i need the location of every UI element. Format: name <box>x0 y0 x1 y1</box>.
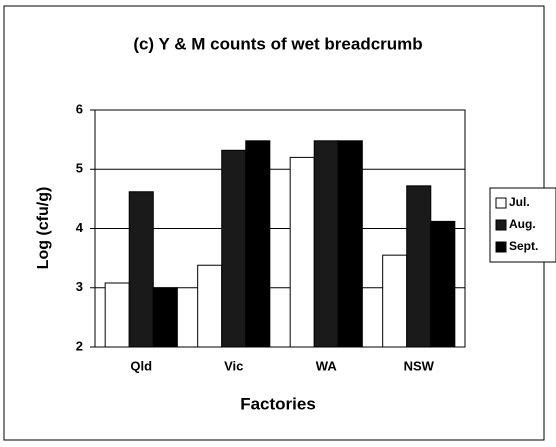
bar <box>197 264 223 348</box>
x-axis-label: Factories <box>240 394 316 413</box>
bar <box>337 140 363 348</box>
legend-label: Aug. <box>509 217 536 231</box>
bar <box>289 156 315 348</box>
y-tick-label: 3 <box>76 279 83 294</box>
bar <box>430 220 456 348</box>
legend-swatch <box>495 219 507 231</box>
legend-swatch <box>495 197 507 209</box>
x-tick-label: Qld <box>130 358 152 373</box>
legend-label: Sept. <box>509 239 538 253</box>
bar <box>104 282 130 348</box>
bar <box>406 185 432 348</box>
bar <box>382 254 408 348</box>
x-tick-label: WA <box>316 358 338 373</box>
chart-title: (c) Y & M counts of wet breadcrumb <box>133 34 422 53</box>
legend-swatch <box>495 241 507 253</box>
x-tick-label: NSW <box>404 358 435 373</box>
y-tick-label: 2 <box>76 338 83 353</box>
bar <box>152 287 178 348</box>
x-tick-label: Vic <box>224 358 243 373</box>
y-tick-label: 4 <box>76 220 84 235</box>
bar <box>128 191 154 348</box>
y-tick-label: 6 <box>76 101 83 116</box>
bar <box>245 140 271 348</box>
legend-label: Jul. <box>509 195 530 209</box>
bar <box>313 140 339 348</box>
bar <box>221 149 247 348</box>
y-tick-label: 5 <box>76 161 83 176</box>
y-axis-label: Log (cfu/g) <box>35 187 52 270</box>
